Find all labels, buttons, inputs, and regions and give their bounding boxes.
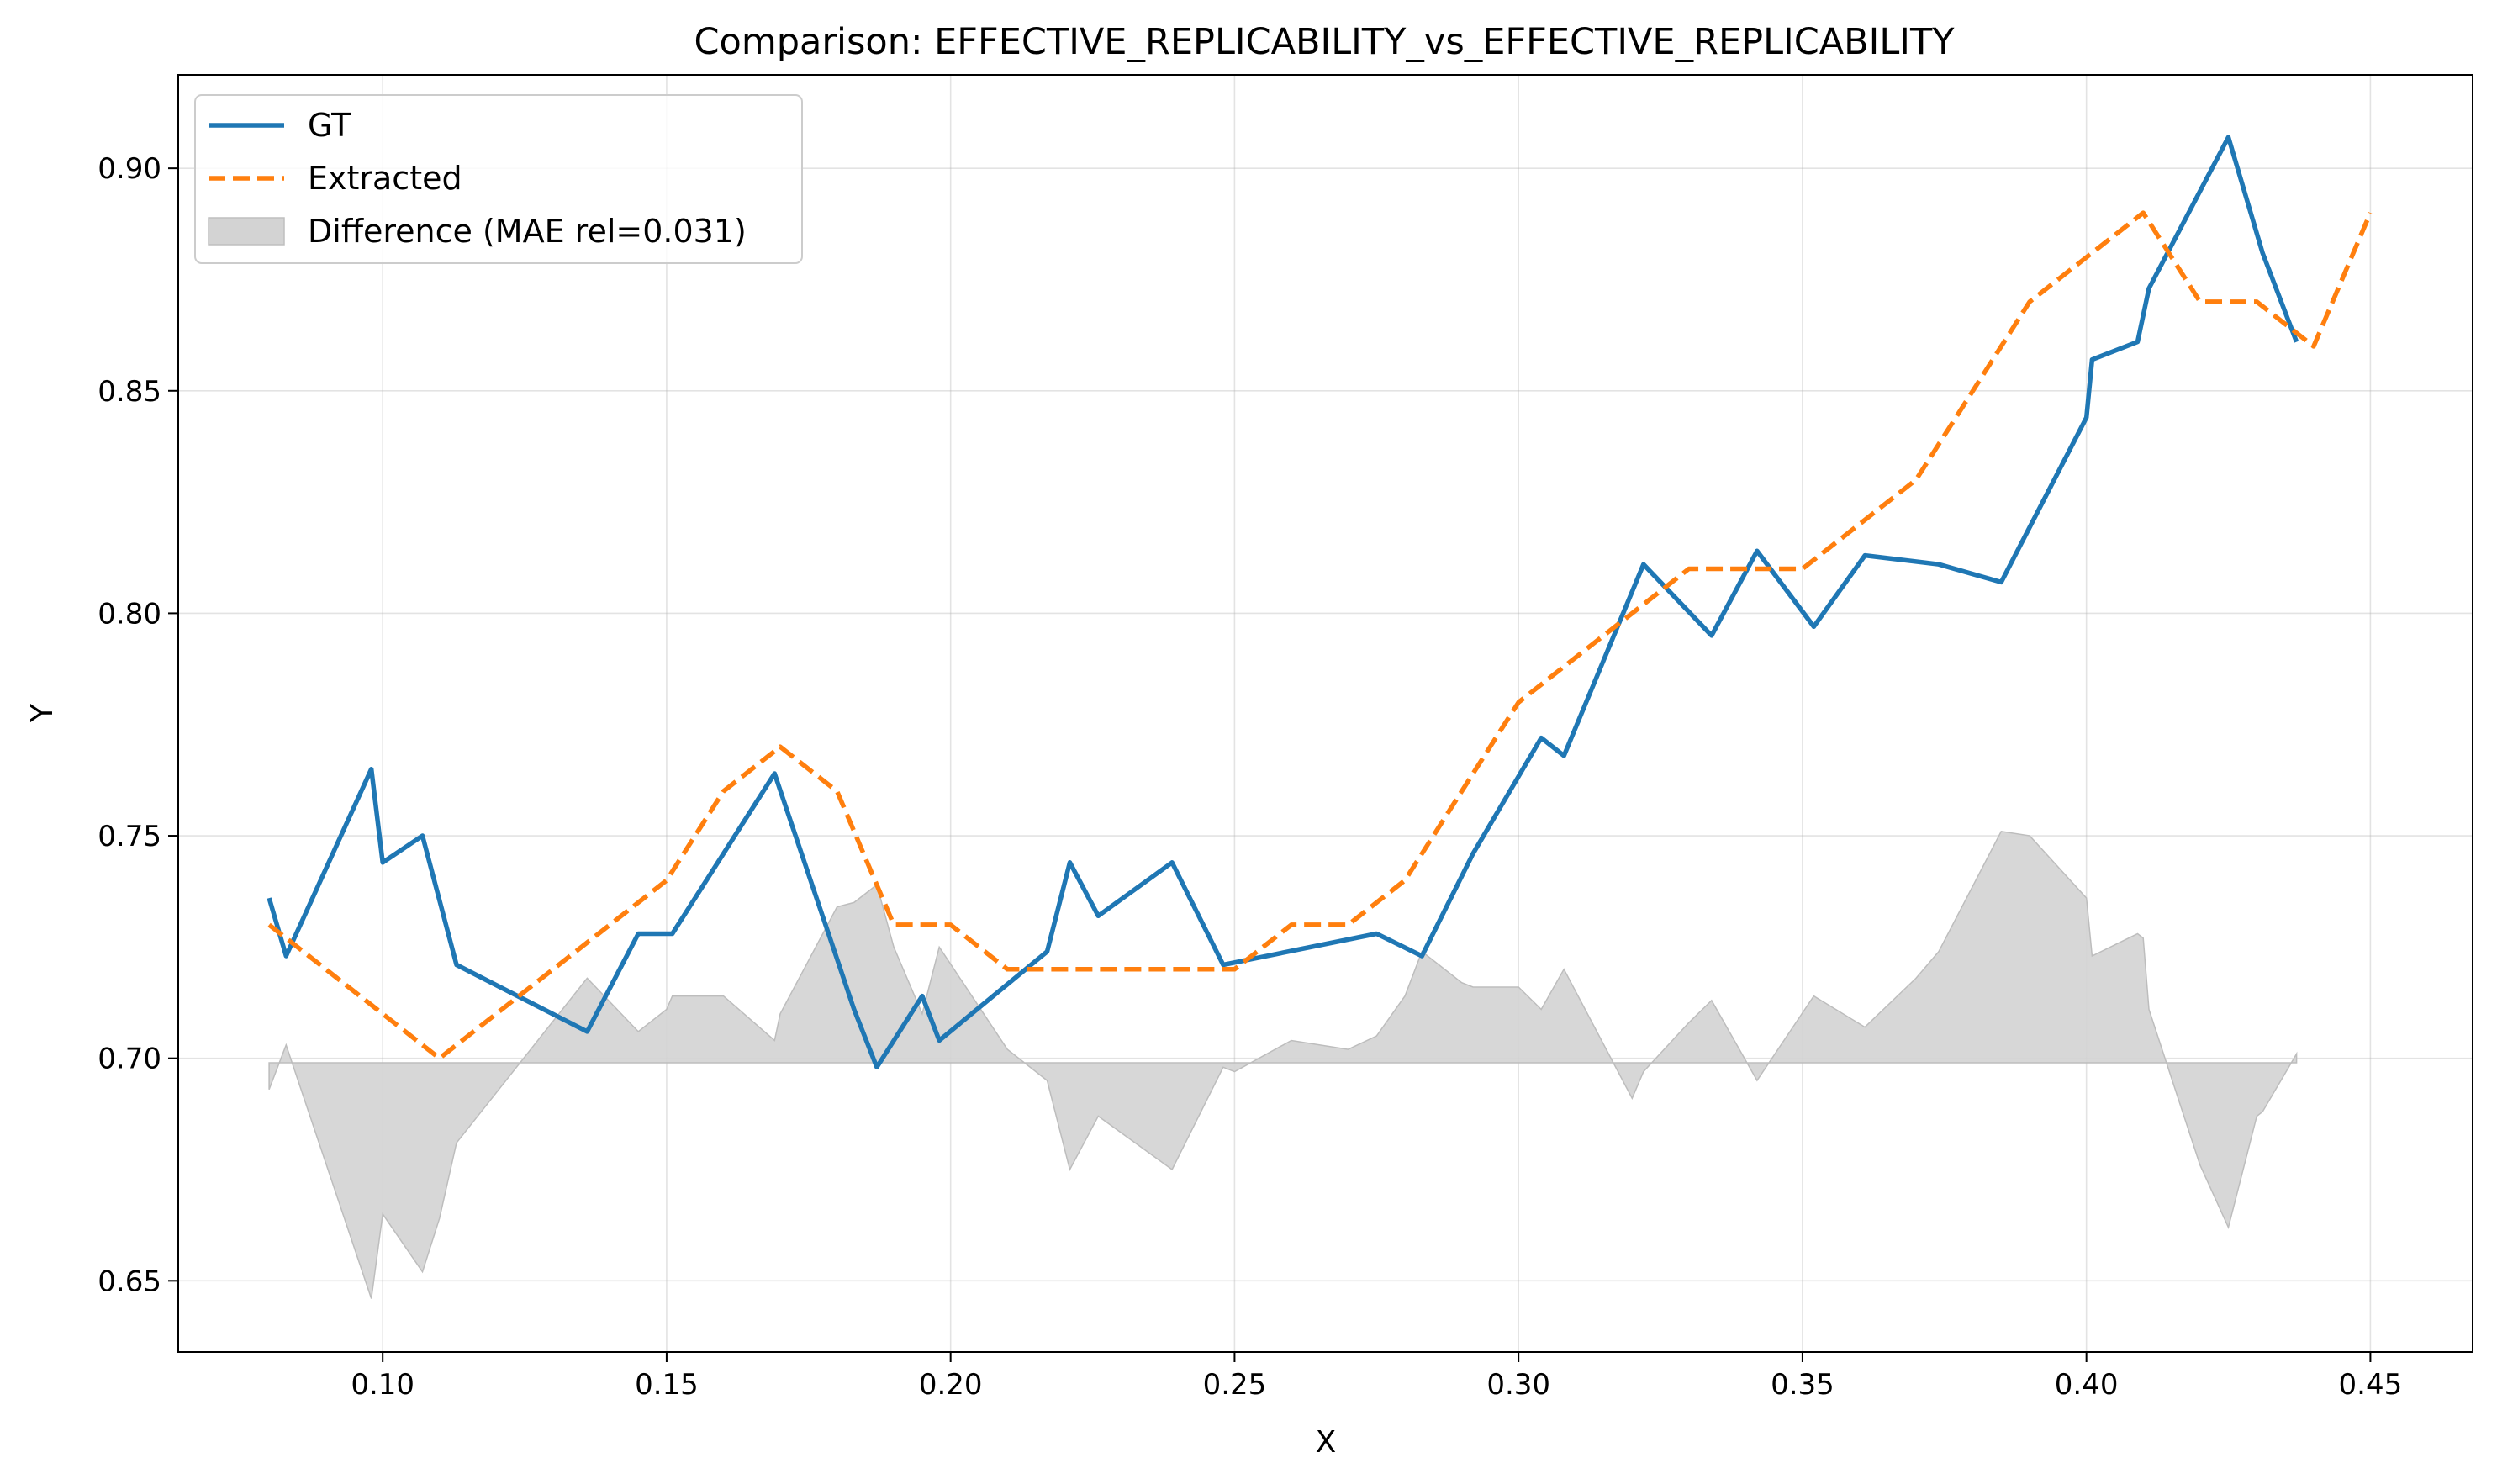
series-layer [267,135,2373,1299]
x-tick-label: 0.15 [635,1368,699,1402]
y-tick-label: 0.70 [98,1043,161,1076]
legend-difference-swatch [208,217,285,246]
x-tick-label: 0.30 [1486,1368,1550,1402]
legend-box [194,94,803,264]
y-axis-label: Y [25,703,60,723]
y-tick-label: 0.80 [98,597,161,631]
x-tick-label: 0.35 [1771,1368,1834,1402]
plot-area-frame [177,74,2473,1353]
legend-gt-label: GT [308,107,351,144]
y-tick-label: 0.65 [98,1265,161,1298]
x-tick-label: 0.40 [2055,1368,2119,1402]
x-tick-label: 0.45 [2339,1368,2403,1402]
chart-title: Comparison: EFFECTIVE_REPLICABILITY_vs_E… [694,21,1956,63]
gt-line [267,135,2299,1070]
x-axis: 0.10 0.15 0.20 0.25 0.30 0.35 0.40 0.45 [351,1352,2402,1402]
y-tick-label: 0.90 [98,152,161,186]
difference-area [268,830,2298,1299]
x-tick-label: 0.20 [919,1368,983,1402]
legend-difference-label: Difference (MAE rel=0.031) [308,213,747,250]
x-axis-label: X [1316,1425,1337,1460]
x-tick-label: 0.25 [1203,1368,1267,1402]
x-tick-label: 0.10 [351,1368,414,1402]
legend-extracted-label: Extracted [308,160,462,197]
grid [178,75,2473,1352]
extracted-line [267,210,2373,1061]
y-tick-label: 0.75 [98,820,161,853]
y-tick-label: 0.85 [98,375,161,409]
legend: GT Extracted Difference (MAE rel=0.031) [194,94,803,264]
y-axis: 0.65 0.70 0.75 0.80 0.85 0.90 [98,152,178,1298]
